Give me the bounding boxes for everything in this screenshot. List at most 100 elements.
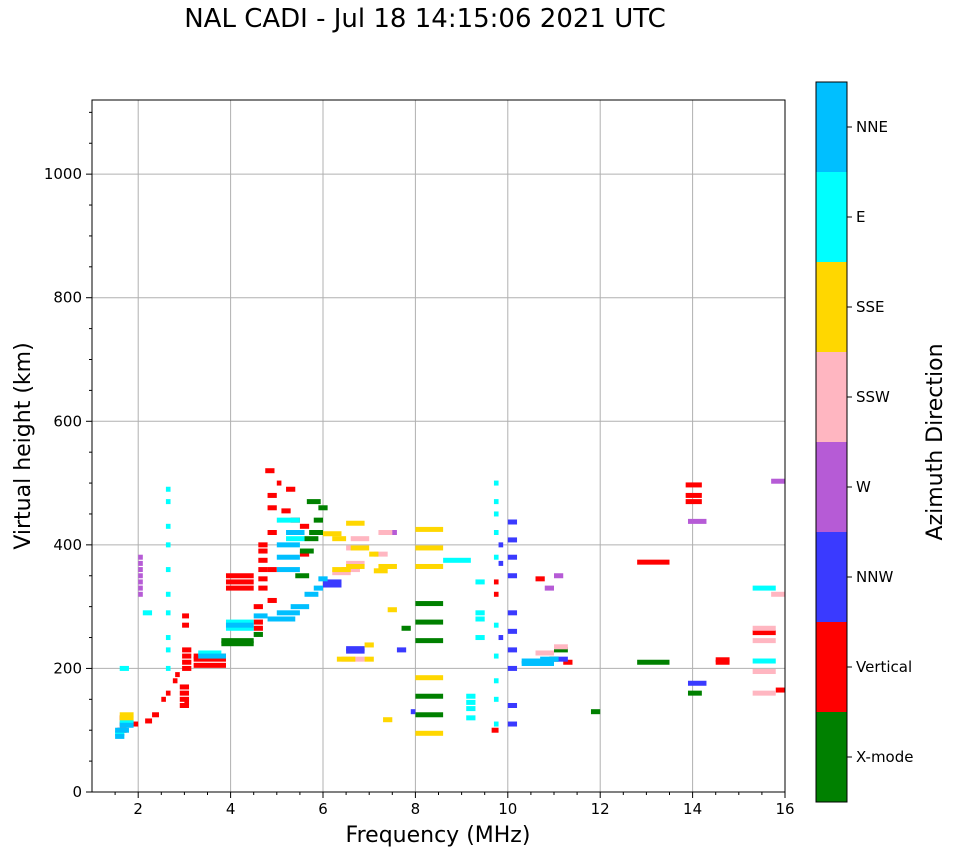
data-point <box>373 551 388 557</box>
data-point <box>138 591 143 597</box>
x-axis-label: Frequency (MHz) <box>346 823 531 848</box>
data-point <box>554 644 568 650</box>
data-point <box>179 703 190 708</box>
data-point <box>253 613 268 619</box>
data-point <box>119 665 129 671</box>
data-point <box>493 696 499 702</box>
data-point <box>415 545 444 551</box>
chart-title: NAL CADI - Jul 18 14:15:06 2021 UTC <box>184 4 666 34</box>
data-point <box>535 650 554 656</box>
data-point <box>332 570 351 576</box>
data-point <box>752 625 776 631</box>
data-point <box>387 607 397 613</box>
data-point <box>415 638 444 644</box>
axes-frame <box>91 99 786 793</box>
data-point <box>184 699 190 705</box>
data-point <box>378 530 393 535</box>
data-point <box>466 693 476 699</box>
data-point <box>507 703 518 708</box>
data-point <box>493 622 499 628</box>
data-point <box>507 519 518 525</box>
data-point <box>225 625 254 631</box>
data-point <box>161 696 166 702</box>
data-point <box>410 709 416 715</box>
data-point <box>318 576 328 582</box>
data-point <box>491 727 499 733</box>
data-point <box>138 554 143 560</box>
data-point <box>142 610 153 616</box>
colorbar-tick-label: SSE <box>856 298 885 316</box>
data-point <box>179 690 190 696</box>
data-point <box>165 499 171 505</box>
colorbar-segment <box>816 442 847 532</box>
data-point <box>323 582 342 588</box>
data-point <box>304 591 319 597</box>
data-point <box>323 531 342 537</box>
data-point <box>507 665 518 671</box>
y-tick-label: 400 <box>53 536 82 554</box>
data-point <box>752 658 776 664</box>
data-point <box>590 709 601 715</box>
data-point <box>535 576 545 582</box>
data-point <box>138 573 143 579</box>
data-point <box>119 716 134 722</box>
data-point <box>493 591 499 597</box>
data-point <box>182 653 192 659</box>
data-point <box>182 622 190 628</box>
data-point <box>267 597 277 603</box>
data-point <box>685 492 702 498</box>
y-tick-label: 600 <box>53 412 82 430</box>
data-point <box>175 672 180 678</box>
data-point <box>115 730 125 736</box>
x-tick-label: 4 <box>226 800 236 818</box>
data-point <box>276 610 300 616</box>
data-point <box>687 690 702 696</box>
series-vertical <box>117 468 785 733</box>
data-point <box>276 517 300 523</box>
x-tick-label: 14 <box>683 800 702 818</box>
colorbar-tick-label: NNE <box>856 118 888 136</box>
data-point <box>415 712 444 718</box>
data-point <box>771 478 785 484</box>
data-point <box>286 530 305 535</box>
data-point <box>165 486 171 492</box>
data-point <box>507 628 518 634</box>
data-point <box>401 625 411 631</box>
data-point <box>415 601 444 607</box>
data-point <box>752 630 776 636</box>
data-point <box>493 511 499 517</box>
data-point <box>313 585 323 591</box>
data-point <box>687 680 707 686</box>
y-tick-label: 1000 <box>44 165 82 183</box>
colorbar-tick-label: Vertical <box>856 658 912 676</box>
data-point <box>507 610 518 616</box>
data-point <box>165 567 171 573</box>
data-point <box>221 641 254 647</box>
data-point <box>182 665 192 671</box>
data-point <box>253 604 263 610</box>
data-point <box>493 579 499 585</box>
data-point <box>225 619 254 625</box>
colorbar-segment <box>816 622 847 712</box>
data-point <box>193 662 226 668</box>
data-point <box>115 733 125 739</box>
data-point <box>253 631 263 637</box>
colorbar-segment <box>816 172 847 262</box>
colorbar-tick-label: E <box>856 208 865 226</box>
data-point <box>152 712 159 718</box>
data-point <box>637 559 670 565</box>
data-point <box>165 665 171 671</box>
colorbar-segment <box>816 262 847 352</box>
data-point <box>378 563 397 569</box>
series-e <box>115 480 776 736</box>
data-point <box>304 536 319 542</box>
colorbar-tick-label: NNW <box>856 568 893 586</box>
data-point <box>267 492 277 498</box>
data-point <box>258 567 268 573</box>
data-point <box>396 647 407 653</box>
data-point <box>475 579 485 585</box>
data-point <box>554 573 564 579</box>
data-point <box>281 508 291 514</box>
data-point <box>336 656 356 662</box>
